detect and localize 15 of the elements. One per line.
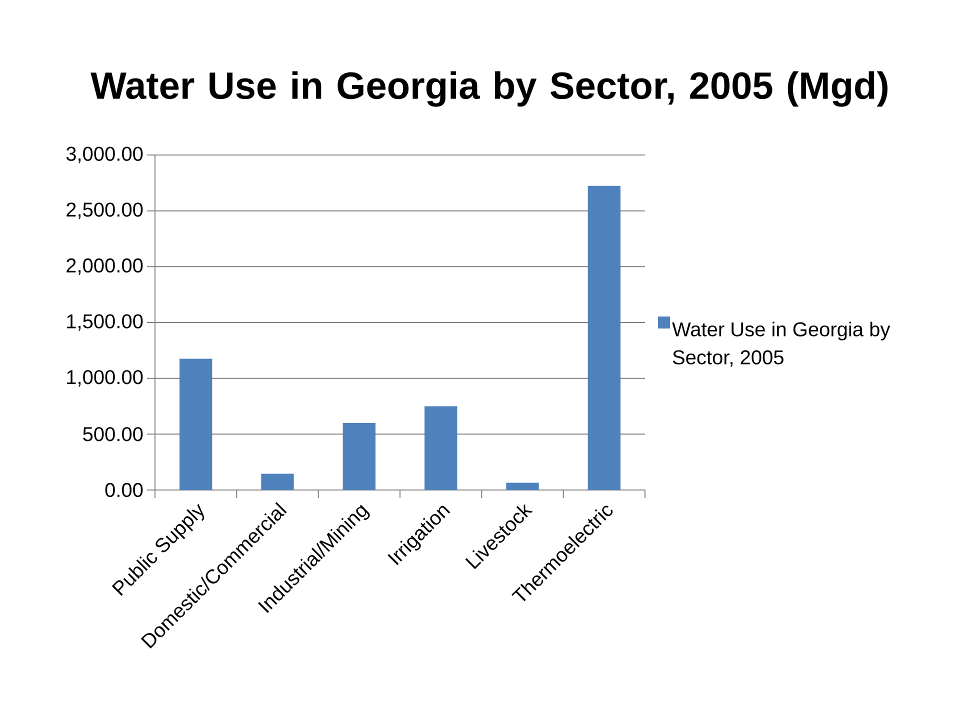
y-tick-label: 1,000.00 bbox=[67, 370, 143, 387]
chart-title: Water Use in Georgia by Sector, 2005 (Mgd) bbox=[90, 71, 888, 107]
bar bbox=[588, 186, 620, 490]
bar bbox=[506, 482, 539, 490]
bar bbox=[342, 422, 376, 490]
y-tick-label: 500.00 bbox=[83, 427, 143, 442]
y-tick-label: 3,000.00 bbox=[66, 146, 143, 164]
bar bbox=[261, 474, 294, 490]
y-tick-label: 2,500.00 bbox=[66, 202, 143, 220]
bar bbox=[424, 406, 458, 490]
y-tick-label: 1,500.00 bbox=[67, 314, 143, 331]
legend-label: Water Use in Georgia by Sector, 2005 bbox=[672, 322, 890, 367]
y-tick-label: 2,000.00 bbox=[66, 258, 143, 275]
bar bbox=[180, 358, 212, 490]
y-tick-label: 0.00 bbox=[105, 482, 143, 498]
